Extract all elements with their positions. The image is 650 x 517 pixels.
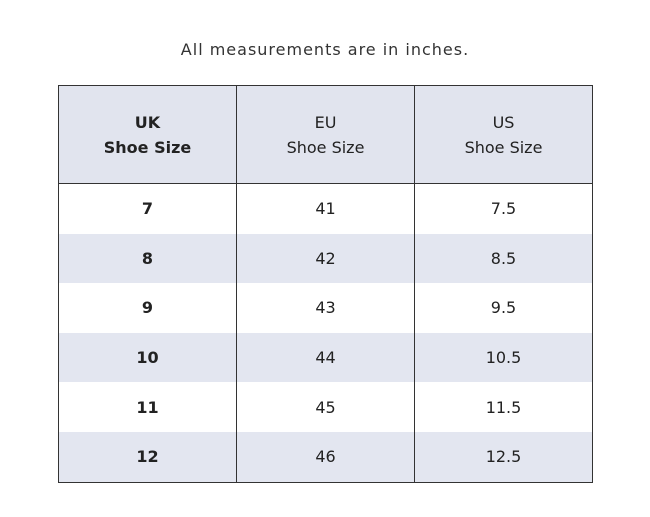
table-row: 12 46 12.5 <box>58 431 593 483</box>
table-row: 8 42 8.5 <box>58 233 593 284</box>
header-text: Shoe Size <box>103 137 192 157</box>
header-cell: US Shoe Size <box>414 85 593 184</box>
table-cell: 7.5 <box>414 183 593 234</box>
table-body: 7 41 7.5 8 42 8.5 9 43 9.5 10 44 10.5 11 45 11.5 12 46 12… <box>58 183 593 483</box>
table-cell: 9 <box>58 283 237 333</box>
header-cell: UK Shoe Size <box>58 85 237 184</box>
table-cell: 11.5 <box>414 382 593 432</box>
table-cell: 10 <box>58 332 237 383</box>
header-text: Shoe Size <box>286 137 365 157</box>
table-cell: 8.5 <box>414 233 593 284</box>
table-cell: 8 <box>58 233 237 284</box>
table-row: 9 43 9.5 <box>58 283 593 333</box>
table-cell: 9.5 <box>414 283 593 333</box>
header-text: EU <box>314 112 337 132</box>
table-row: 7 41 7.5 <box>58 183 593 234</box>
size-table: UK Shoe Size EU Shoe Size US Shoe Size 7 41 7.5… <box>58 85 593 483</box>
table-cell: 41 <box>236 183 415 234</box>
table-header: UK Shoe Size EU Shoe Size US Shoe Size <box>58 85 593 184</box>
table-cell: 46 <box>236 431 415 483</box>
table-cell: 11 <box>58 382 237 432</box>
table-cell: 10.5 <box>414 332 593 383</box>
header-text: UK <box>134 112 161 132</box>
header-text: US <box>492 112 515 132</box>
table-cell: 45 <box>236 382 415 432</box>
header-row: UK Shoe Size EU Shoe Size US Shoe Size <box>58 85 593 184</box>
table-row: 11 45 11.5 <box>58 382 593 432</box>
table-cell: 7 <box>58 183 237 234</box>
table-cell: 12.5 <box>414 431 593 483</box>
table-row: 10 44 10.5 <box>58 332 593 383</box>
header-text: Shoe Size <box>464 137 543 157</box>
header-cell: EU Shoe Size <box>236 85 415 184</box>
table-cell: 12 <box>58 431 237 483</box>
table-cell: 43 <box>236 283 415 333</box>
table-cell: 44 <box>236 332 415 383</box>
table-cell: 42 <box>236 233 415 284</box>
caption: All measurements are in inches. <box>180 40 470 59</box>
